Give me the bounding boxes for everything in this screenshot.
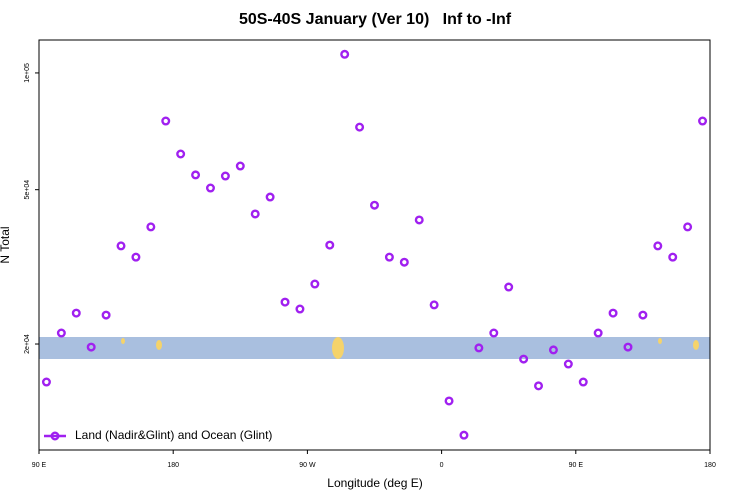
data-point (146, 222, 156, 232)
data-point (608, 308, 618, 318)
data-point (548, 345, 558, 355)
data-point (101, 310, 111, 320)
data-point (474, 343, 484, 353)
latitude-band (39, 337, 710, 359)
data-point (698, 116, 708, 126)
plot-frame (38, 39, 711, 451)
data-point (191, 170, 201, 180)
data-point (399, 257, 409, 267)
legend-label: Land (Nadir&Glint) and Ocean (Glint) (75, 428, 272, 442)
data-point (176, 149, 186, 159)
x-tick-label: 90 E (569, 462, 584, 469)
data-point (205, 183, 215, 193)
data-point (235, 161, 245, 171)
data-point (623, 342, 633, 352)
x-tick-label: 180 (167, 462, 179, 469)
chart-title: 50S-40S January (Ver 10) Inf to -Inf (239, 11, 512, 28)
data-point (265, 192, 275, 202)
data-point (429, 300, 439, 310)
data-point (41, 377, 51, 387)
data-point (683, 222, 693, 232)
data-point (325, 240, 335, 250)
data-point (161, 116, 171, 126)
y-tick-label: 1e+05 (24, 63, 31, 83)
data-point (489, 328, 499, 338)
x-tick-label: 90 E (32, 462, 47, 469)
data-point (295, 304, 305, 314)
data-point (355, 122, 365, 132)
data-point (563, 359, 573, 369)
y-tick-label: 5e+04 (24, 180, 31, 200)
legend-marker (50, 431, 60, 441)
x-tick-label: 0 (440, 462, 444, 469)
data-point (71, 308, 81, 318)
data-point (220, 171, 230, 181)
data-point (56, 328, 66, 338)
data-point (534, 381, 544, 391)
data-point (86, 342, 96, 352)
data-point (653, 241, 663, 251)
data-point (280, 297, 290, 307)
data-point (504, 282, 514, 292)
x-tick-label: 90 W (299, 462, 316, 469)
data-point (578, 377, 588, 387)
y-tick-label: 2e+04 (24, 334, 31, 354)
data-point (370, 200, 380, 210)
data-point (131, 252, 141, 262)
data-point (444, 396, 454, 406)
data-point (668, 252, 678, 262)
data-point (116, 241, 126, 251)
data-point (519, 354, 529, 364)
data-point (310, 279, 320, 289)
data-point (250, 209, 260, 219)
x-tick-label: 180 (704, 462, 716, 469)
data-point (638, 310, 648, 320)
data-point (340, 49, 350, 59)
data-point (384, 252, 394, 262)
data-point (593, 328, 603, 338)
x-axis-label: Longitude (deg E) (327, 476, 422, 490)
y-axis-label: N Total (0, 226, 12, 263)
data-point (414, 215, 424, 225)
land-patches (121, 337, 699, 359)
data-point (459, 430, 469, 440)
